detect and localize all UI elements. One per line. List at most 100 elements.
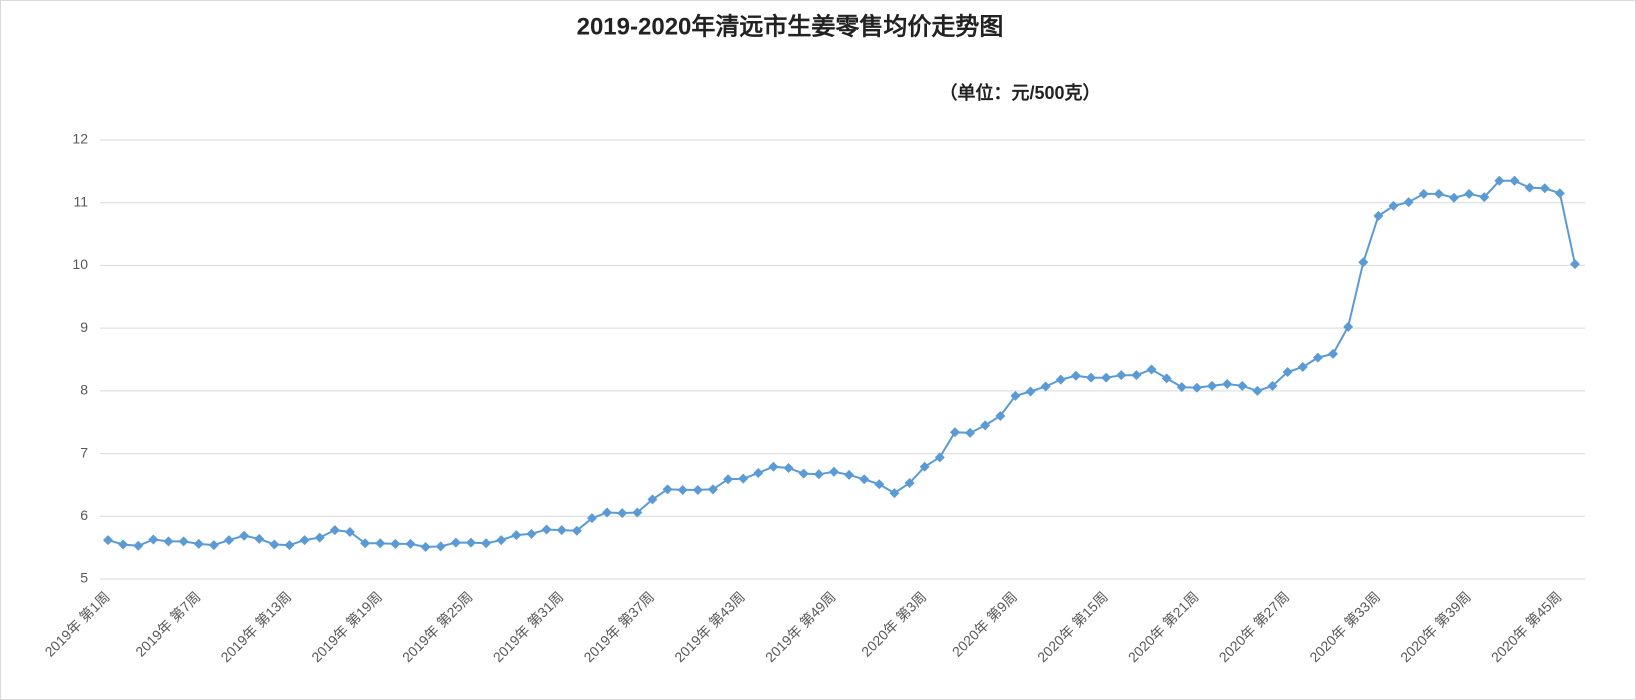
data-point	[662, 484, 673, 495]
data-point	[1252, 385, 1263, 396]
data-point	[1358, 257, 1369, 268]
data-point	[571, 525, 582, 536]
y-tick-label: 10	[72, 256, 88, 272]
data-point	[541, 524, 552, 535]
data-point	[783, 462, 794, 473]
data-point	[405, 538, 416, 549]
data-point	[1010, 390, 1021, 401]
data-point	[617, 508, 628, 519]
data-point	[949, 427, 960, 438]
data-point	[223, 535, 234, 546]
data-point	[1403, 197, 1414, 208]
data-point	[193, 538, 204, 549]
y-tick-label: 12	[72, 131, 88, 147]
data-point	[254, 533, 265, 544]
y-tick-label: 11	[73, 193, 88, 209]
data-point	[1524, 182, 1535, 193]
data-point	[1207, 380, 1218, 391]
data-point	[1388, 200, 1399, 211]
data-point	[465, 537, 476, 548]
data-point	[844, 469, 855, 480]
data-point	[1343, 321, 1354, 332]
data-point	[632, 507, 643, 518]
data-point	[602, 507, 613, 518]
data-point	[813, 469, 824, 480]
data-point	[481, 538, 492, 549]
data-point	[1116, 370, 1127, 381]
data-point	[1297, 362, 1308, 373]
data-point	[390, 538, 401, 549]
data-point	[707, 484, 718, 495]
data-point	[1282, 367, 1293, 378]
data-point	[1025, 386, 1036, 397]
data-point	[133, 540, 144, 551]
data-point	[208, 540, 219, 551]
data-point	[103, 535, 113, 546]
data-point	[723, 474, 734, 485]
data-point	[768, 461, 779, 472]
data-point	[692, 484, 703, 495]
data-point	[118, 539, 129, 550]
data-point	[1449, 192, 1460, 203]
data-point	[1237, 380, 1248, 391]
data-point	[435, 541, 446, 552]
data-point	[526, 528, 537, 539]
data-point	[1040, 381, 1051, 392]
data-point	[163, 536, 174, 547]
data-point	[1070, 370, 1081, 381]
data-point	[1176, 382, 1187, 393]
data-point	[239, 530, 250, 541]
data-point	[1131, 370, 1142, 381]
data-point	[1479, 192, 1490, 203]
chart-subtitle: （单位：元/500克）	[939, 82, 1100, 103]
data-point	[677, 484, 688, 495]
data-point	[511, 530, 522, 541]
y-tick-label: 9	[80, 319, 88, 335]
data-point	[934, 452, 945, 463]
data-point	[753, 468, 764, 479]
data-point	[1464, 188, 1475, 199]
data-point	[798, 468, 809, 479]
data-point	[1373, 210, 1384, 221]
data-point	[344, 526, 355, 537]
data-point	[1539, 183, 1550, 194]
data-point	[738, 473, 749, 484]
data-point	[904, 478, 915, 489]
data-point	[1191, 382, 1202, 393]
data-point	[1509, 175, 1520, 186]
y-tick-label: 5	[80, 570, 88, 586]
data-point	[1433, 188, 1444, 199]
data-point	[1086, 372, 1097, 383]
data-point	[1267, 380, 1278, 391]
data-point	[874, 479, 885, 490]
data-point	[1570, 259, 1580, 270]
data-point	[647, 494, 658, 505]
data-point	[980, 420, 991, 431]
data-point	[586, 513, 597, 524]
data-point	[556, 525, 567, 536]
chart-title: 2019-2020年清远市生姜零售均价走势图	[577, 12, 1004, 40]
y-tick-label: 8	[80, 382, 88, 398]
data-point	[360, 538, 371, 549]
data-point	[1554, 188, 1565, 199]
data-point	[859, 474, 870, 485]
data-point	[1418, 188, 1429, 199]
y-tick-label: 6	[80, 507, 88, 523]
data-point	[299, 535, 310, 546]
y-tick-label: 7	[80, 444, 88, 460]
data-point	[148, 534, 159, 545]
data-point	[329, 525, 340, 536]
data-point	[919, 461, 930, 472]
data-point	[1161, 373, 1172, 384]
data-point	[1312, 352, 1323, 363]
data-point	[889, 488, 900, 499]
data-point	[995, 410, 1006, 421]
data-point	[450, 537, 461, 548]
data-point	[178, 536, 189, 547]
data-point	[284, 540, 295, 551]
data-point	[420, 542, 431, 553]
data-point	[1101, 372, 1112, 383]
data-point	[375, 538, 386, 549]
